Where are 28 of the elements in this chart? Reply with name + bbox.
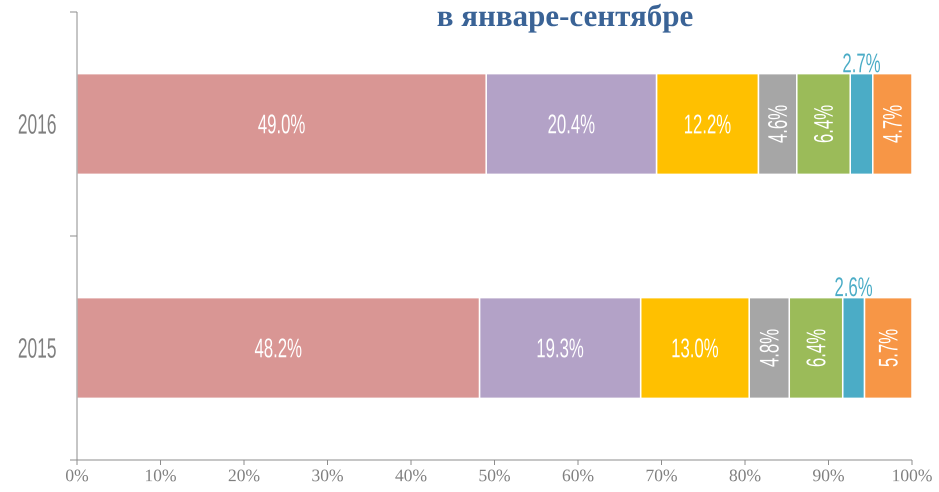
x-tick-label: 20% <box>228 470 260 482</box>
data-label: 2.6% <box>835 277 872 296</box>
data-label: 48.2% <box>254 338 302 358</box>
x-tick-label: 70% <box>646 470 677 482</box>
x-tick-label: 50% <box>479 470 510 482</box>
x-tick-label: 90% <box>813 470 844 482</box>
data-label: 6.4% <box>814 106 834 142</box>
data-label: 13.0% <box>672 338 718 358</box>
x-tick-label: 60% <box>562 470 594 482</box>
y-tick-label: 2016 <box>18 114 56 134</box>
data-label: 5.7% <box>878 330 898 366</box>
data-label: 12.2% <box>684 114 731 134</box>
x-tick-label: 30% <box>312 470 343 482</box>
data-label: 4.7% <box>882 106 902 143</box>
y-tick-label: 2015 <box>18 338 56 358</box>
x-tick-label: 0% <box>66 470 88 482</box>
data-label: 19.3% <box>538 338 584 358</box>
data-label: 4.8% <box>760 330 779 367</box>
data-label: 6.4% <box>806 330 826 366</box>
chart-title: в январе-сентябре <box>438 4 692 33</box>
data-label: 2.7% <box>843 53 880 72</box>
data-label: 49.0% <box>258 114 305 134</box>
x-tick-label: 80% <box>730 470 760 482</box>
x-tick-label: 40% <box>395 470 426 482</box>
data-label: 20.4% <box>548 114 594 134</box>
data-label: 4.6% <box>768 106 788 143</box>
x-tick-label: 100% <box>893 470 932 482</box>
x-tick-label: 10% <box>146 470 176 482</box>
